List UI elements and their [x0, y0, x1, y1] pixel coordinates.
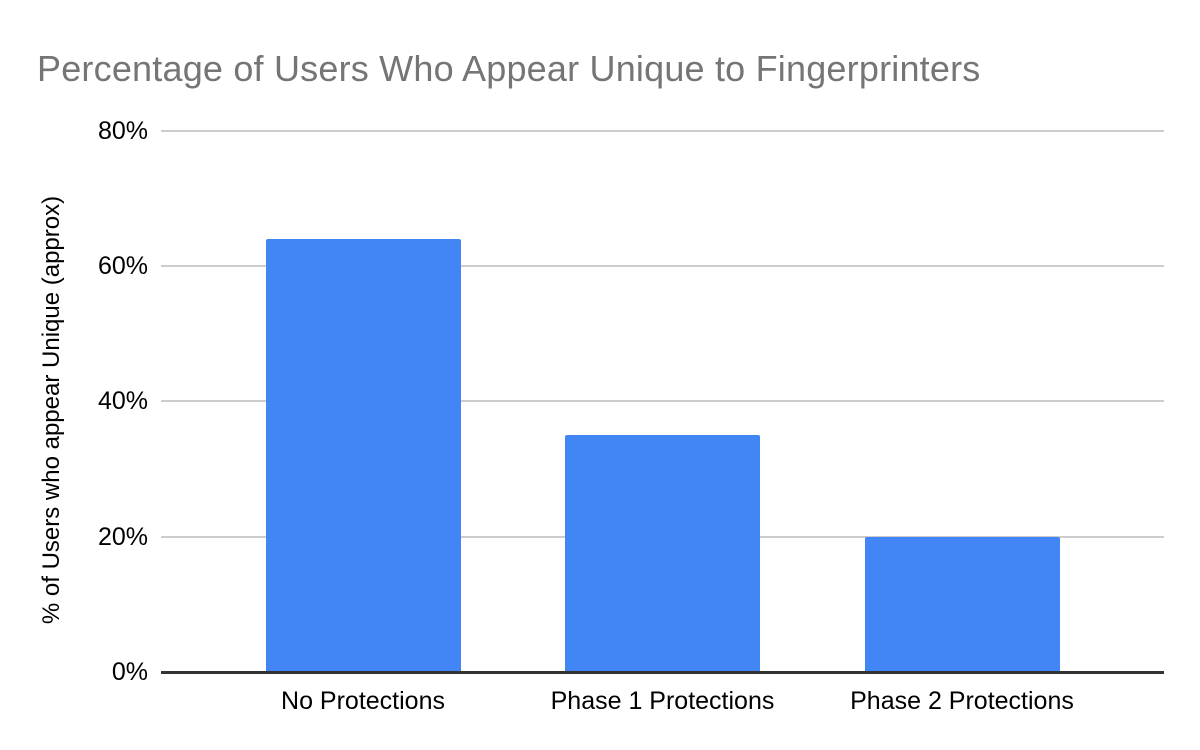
bar-phase-2-protections: [864, 536, 1060, 672]
x-axis-label-no-protections: No Protections: [281, 687, 445, 715]
gridline-80: [161, 129, 1164, 132]
y-tick-label-60: 60%: [97, 251, 148, 280]
y-tick-label-0: 0%: [111, 658, 148, 686]
gridline-60: [161, 264, 1164, 267]
y-tick-label-80: 80%: [97, 116, 148, 145]
y-tick-label-40: 40%: [97, 387, 148, 416]
x-axis-label-phase-1-protections: Phase 1 Protections: [550, 687, 775, 715]
x-axis-line: [161, 670, 1164, 674]
gridline-40: [161, 400, 1164, 403]
x-axis-label-phase-2-protections: Phase 2 Protections: [850, 687, 1074, 715]
chart-title: Percentage of Users Who Appear Unique to…: [37, 48, 981, 89]
bar-phase-1-protections: [565, 435, 760, 672]
y-tick-label-20: 20%: [97, 522, 148, 551]
bar-no-protections: [265, 238, 461, 672]
